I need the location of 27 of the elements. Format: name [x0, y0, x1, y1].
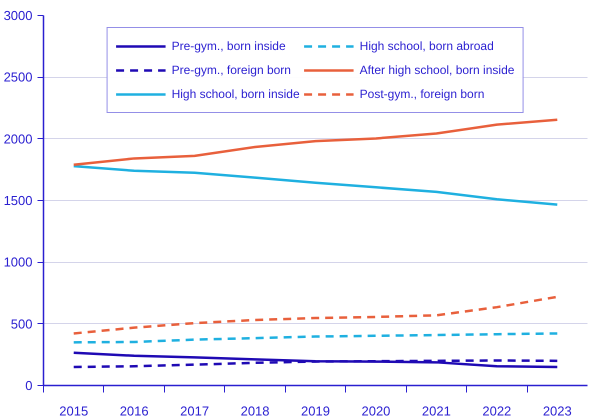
- line-series: [72, 332, 559, 344]
- legend-label: After high school, born inside: [360, 63, 514, 77]
- x-tick-label: 2015: [59, 404, 88, 418]
- line-series: [72, 351, 559, 368]
- x-tick-label: 2020: [361, 404, 390, 418]
- line-series: [72, 164, 559, 206]
- y-tick-label: 500: [10, 316, 33, 332]
- y-tick-label: 2000: [4, 131, 32, 146]
- legend-label: Post-gym., foreign born: [360, 87, 484, 101]
- x-tick-label: 2022: [482, 404, 512, 418]
- legend-label: High school, born inside: [172, 87, 300, 101]
- x-tick-label: 2019: [301, 404, 330, 418]
- line-series: [72, 118, 559, 166]
- y-tick-label: 3000: [4, 8, 32, 23]
- y-tick-label: 0: [25, 378, 33, 393]
- legend-label: Pre-gym., born inside: [172, 39, 286, 53]
- y-tick-label: 1500: [4, 193, 32, 208]
- legend-label: Pre-gym., foreign born: [172, 63, 291, 77]
- x-tick-label: 2023: [542, 404, 572, 418]
- y-tick-label: 1000: [4, 254, 32, 270]
- legend-label: High school, born abroad: [360, 39, 494, 53]
- x-tick-label: 2021: [422, 404, 451, 418]
- x-tick-label: 2017: [180, 404, 210, 418]
- y-tick-label: 2500: [4, 70, 32, 85]
- x-tick-label: 2018: [240, 404, 270, 418]
- x-tick-label: 2016: [120, 404, 149, 418]
- line-series: [72, 296, 559, 335]
